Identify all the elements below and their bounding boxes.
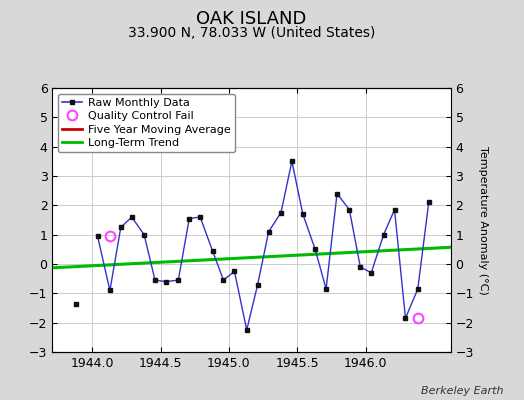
Text: OAK ISLAND: OAK ISLAND xyxy=(196,10,307,28)
Legend: Raw Monthly Data, Quality Control Fail, Five Year Moving Average, Long-Term Tren: Raw Monthly Data, Quality Control Fail, … xyxy=(58,94,235,152)
Text: Berkeley Earth: Berkeley Earth xyxy=(421,386,503,396)
Text: 33.900 N, 78.033 W (United States): 33.900 N, 78.033 W (United States) xyxy=(128,26,375,40)
Y-axis label: Temperature Anomaly (°C): Temperature Anomaly (°C) xyxy=(478,146,488,294)
